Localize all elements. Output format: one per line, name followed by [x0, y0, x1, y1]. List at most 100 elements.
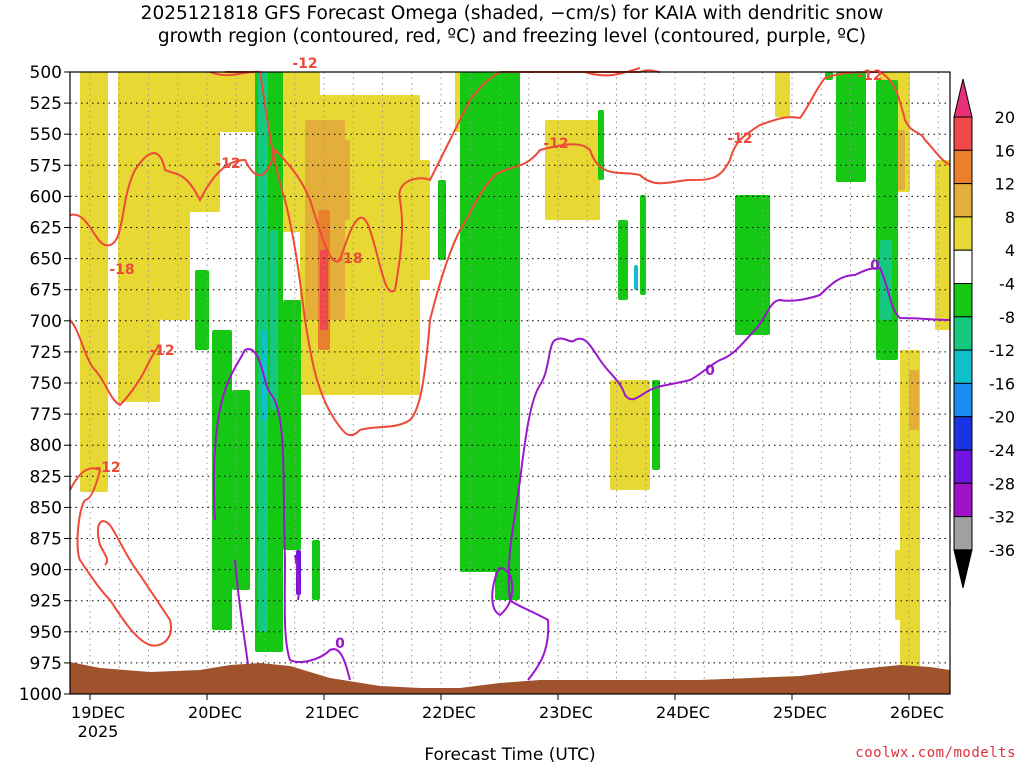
- y-tick-label: 775: [30, 405, 62, 425]
- colorbar-segment: [953, 416, 973, 451]
- freezing-contour-label: 0: [705, 363, 715, 379]
- y-tick-label: 650: [30, 250, 62, 270]
- x-tick-label: 22DEC: [422, 703, 476, 722]
- omega-cell: [150, 72, 220, 212]
- colorbar-label: -32: [989, 508, 1015, 527]
- omega-cell: [909, 370, 919, 430]
- y-tick-label: 700: [30, 312, 62, 332]
- y-tick-label: 825: [30, 467, 62, 487]
- chart-title: 2025121818 GFS Forecast Omega (shaded, −…: [0, 2, 1024, 48]
- colorbar-label: -8: [999, 308, 1015, 327]
- omega-cell: [332, 140, 350, 220]
- omega-cell: [195, 270, 209, 350]
- y-tick-label: 1000: [19, 685, 62, 705]
- dgz-contour-line: [209, 70, 881, 437]
- colorbar-bottom-arrow: [953, 549, 973, 589]
- y-tick-label: 725: [30, 343, 62, 363]
- omega-cell: [634, 265, 638, 290]
- colorbar-segment: [953, 516, 973, 551]
- colorbar-segment: [953, 382, 973, 418]
- y-tick-label: 625: [30, 219, 62, 239]
- x-axis-title: Forecast Time (UTC): [424, 745, 596, 765]
- colorbar-label: -4: [999, 275, 1015, 294]
- dgz-contour-label: -18: [337, 251, 362, 267]
- terrain-fill: [70, 662, 950, 694]
- dgz-contour-label: -12: [292, 56, 317, 72]
- title-line-1: 2025121818 GFS Forecast Omega (shaded, −…: [140, 3, 884, 24]
- y-tick-label: 800: [30, 436, 62, 456]
- dgz-contour-label: -12: [857, 68, 882, 84]
- freezing-contour-line: [507, 266, 951, 681]
- omega-cell: [232, 390, 250, 590]
- colorbar-label: -24: [989, 441, 1015, 460]
- omega-cell: [160, 200, 190, 320]
- y-tick-label: 500: [30, 63, 62, 83]
- dgz-contour-label: -12: [215, 156, 240, 172]
- x-tick-label: 25DEC: [773, 703, 827, 722]
- x-tick-label: 24DEC: [656, 703, 710, 722]
- title-line-2: growth region (contoured, red, ºC) and f…: [157, 26, 867, 47]
- y-tick-label: 575: [30, 156, 62, 176]
- colorbar-segment: [953, 183, 973, 218]
- freezing-contour-line: [212, 348, 351, 681]
- omega-cell: [598, 110, 604, 180]
- credit-link[interactable]: coolwx.com/modelts: [855, 745, 1016, 761]
- omega-cell: [80, 72, 108, 492]
- omega-cell: [735, 195, 770, 335]
- colorbar-segment: [953, 149, 973, 185]
- y-tick-label: 900: [30, 561, 62, 581]
- y-tick-label: 675: [30, 281, 62, 301]
- omega-cell: [610, 380, 650, 490]
- dgz-contour-line: [69, 319, 161, 407]
- colorbar-segment: [953, 283, 973, 318]
- colorbar-segment: [953, 349, 973, 384]
- omega-cell: [545, 120, 600, 220]
- x-tick-label: 20DEC: [188, 703, 242, 722]
- omega-cell: [312, 540, 320, 600]
- freezing-contour-line: [234, 559, 249, 666]
- colorbar-label: -28: [989, 474, 1015, 493]
- x-axis: 19DEC 20DEC 21DEC 22DEC 23DEC 24DEC 25DEC 26DEC…: [71, 694, 944, 741]
- freezing-contour-line: [491, 566, 514, 617]
- freezing-contour-label: 0: [335, 636, 345, 652]
- omega-cell: [775, 72, 790, 117]
- y-tick-label: 925: [30, 592, 62, 612]
- omega-cell: [652, 380, 660, 470]
- x-tick-label: 21DEC: [305, 703, 359, 722]
- omega-cell: [495, 200, 520, 600]
- y-tick-label: 975: [30, 654, 62, 674]
- omega-cell: [505, 72, 520, 212]
- omega-shading-layer: [80, 72, 950, 680]
- colorbar-label: -16: [989, 374, 1015, 393]
- omega-cell: [283, 300, 301, 550]
- dgz-contour-label: -18: [109, 262, 134, 278]
- colorbar-segment: [953, 482, 973, 518]
- x-tick-label: 26DEC: [890, 703, 944, 722]
- contour-labels: -12 -18 -12 -12 -12 -18 -12 -12 -12 0 0 0: [95, 56, 882, 652]
- colorbar-label: 12: [995, 175, 1015, 194]
- omega-cell: [362, 310, 392, 380]
- colorbar-label: -36: [989, 541, 1015, 560]
- dgz-contour-line: [69, 71, 501, 293]
- dgz-contour-line: [584, 67, 641, 77]
- y-tick-label: 875: [30, 530, 62, 550]
- colorbar-top-arrow: [953, 78, 973, 118]
- colorbar-label: 20: [995, 108, 1015, 127]
- omega-cell: [935, 160, 950, 330]
- omega-cell: [220, 72, 260, 132]
- colorbar-segment: [953, 249, 973, 284]
- dgz-contour-label: -12: [95, 460, 120, 476]
- colorbar-segment: [953, 216, 973, 251]
- colorbar-segment: [953, 316, 973, 351]
- y-tick-label: 600: [30, 187, 62, 207]
- y-tick-label: 525: [30, 94, 62, 114]
- dgz-contour-line: [879, 71, 951, 166]
- omega-cell: [212, 330, 232, 630]
- x-tick-label: 23DEC: [539, 703, 593, 722]
- omega-cell: [640, 195, 646, 295]
- colorbar-label: 16: [995, 141, 1015, 160]
- colorbar-segment: [953, 116, 973, 151]
- y-tick-label: 850: [30, 498, 62, 518]
- dgz-contour-line: [69, 467, 172, 647]
